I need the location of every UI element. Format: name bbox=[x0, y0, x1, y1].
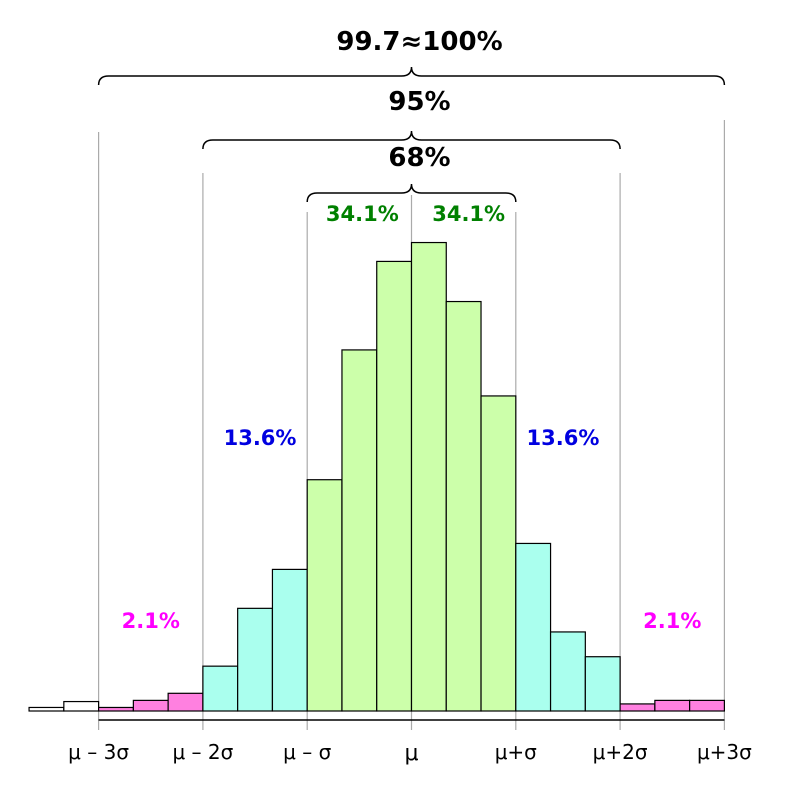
histogram-bar bbox=[549, 631, 586, 712]
tick-label: μ+σ bbox=[495, 740, 537, 764]
tick-label: μ+3σ bbox=[697, 740, 752, 764]
histogram-bar bbox=[584, 656, 621, 712]
brace bbox=[306, 183, 517, 203]
histogram-bar bbox=[97, 706, 134, 712]
histogram-bar bbox=[376, 260, 413, 712]
histogram-bar bbox=[445, 300, 482, 712]
tick-label: μ – σ bbox=[283, 740, 331, 764]
tick-label: μ – 3σ bbox=[68, 740, 129, 764]
histogram-bar bbox=[132, 699, 169, 712]
histogram-bar bbox=[306, 479, 343, 712]
histogram-bar bbox=[654, 699, 691, 712]
histogram-bar bbox=[271, 568, 308, 712]
brace bbox=[202, 130, 621, 150]
histogram-bar bbox=[28, 706, 65, 712]
band-percentage-label: 2.1% bbox=[122, 609, 180, 633]
histogram-bar bbox=[619, 703, 656, 712]
tick-label: μ – 2σ bbox=[172, 740, 233, 764]
brace bbox=[97, 66, 726, 86]
band-labels: 34.1% 34.1% 13.6% 13.6% 2.1% 2.1% bbox=[122, 202, 702, 633]
histogram-bar bbox=[480, 395, 517, 712]
histogram-bar bbox=[341, 349, 378, 712]
histogram-bar bbox=[410, 241, 447, 712]
band-percentage-label: 2.1% bbox=[643, 609, 701, 633]
band-percentage-label: 34.1% bbox=[432, 202, 505, 226]
braces: 99.7≈100% 95% 68% bbox=[97, 27, 726, 203]
band-percentage-label: 13.6% bbox=[224, 426, 297, 450]
histogram-bar bbox=[202, 665, 239, 712]
brace-label: 68% bbox=[388, 143, 450, 173]
tick-label: μ+2σ bbox=[593, 740, 648, 764]
histogram-bar bbox=[237, 607, 274, 712]
x-axis: μ – 3σ μ – 2σ μ – σ μ μ+σ μ+2σ μ+3σ bbox=[68, 719, 752, 766]
brace-label: 99.7≈100% bbox=[336, 27, 502, 57]
histogram-bar bbox=[63, 700, 100, 712]
histogram-bars bbox=[28, 241, 725, 712]
histogram-bar bbox=[689, 699, 725, 712]
tick-label: μ bbox=[405, 741, 419, 766]
histogram-bar bbox=[515, 542, 552, 712]
band-percentage-label: 13.6% bbox=[527, 426, 600, 450]
brace-label: 95% bbox=[388, 87, 450, 117]
band-percentage-label: 34.1% bbox=[326, 202, 399, 226]
histogram-bar bbox=[167, 692, 204, 712]
